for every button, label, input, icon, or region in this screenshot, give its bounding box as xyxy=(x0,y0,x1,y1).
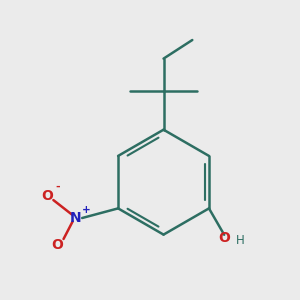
Text: O: O xyxy=(41,189,53,203)
Text: -: - xyxy=(55,182,60,191)
Text: O: O xyxy=(218,231,230,245)
Text: +: + xyxy=(82,205,91,214)
Text: O: O xyxy=(52,238,63,252)
Text: N: N xyxy=(70,211,82,225)
Text: H: H xyxy=(236,234,245,248)
